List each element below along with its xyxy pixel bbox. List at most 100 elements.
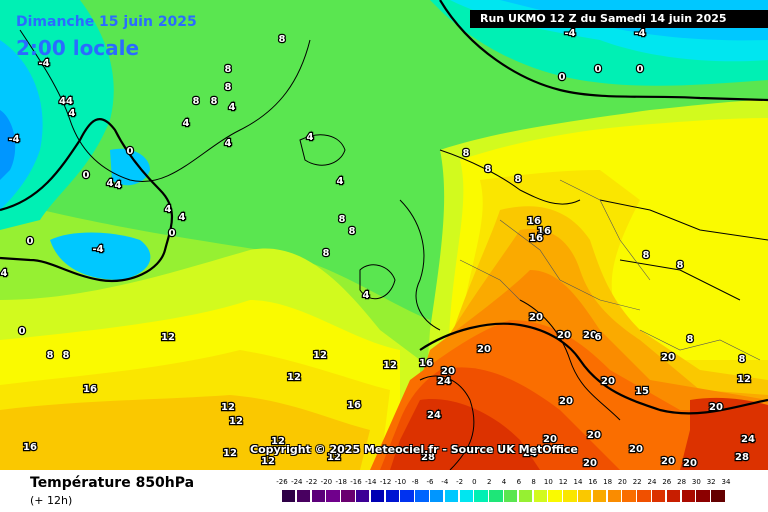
isotherm-label: 4 (363, 290, 370, 301)
isotherm-label: -4 (92, 244, 103, 255)
legend-swatch (518, 490, 533, 502)
legend-swatch (637, 490, 651, 502)
isotherm-label: 4 (225, 138, 232, 149)
isotherm-label: 24 (523, 448, 537, 459)
isotherm-label: 16 (537, 226, 551, 237)
isotherm-label: 4 (229, 102, 236, 113)
legend-swatch (400, 490, 414, 502)
isotherm-label: 44 (59, 96, 73, 107)
isotherm-label: 12 (287, 372, 301, 383)
legend-level: 16 (588, 478, 598, 486)
legend-swatch (711, 490, 725, 502)
legend-level: 8 (531, 478, 536, 486)
isotherm-label: 15 (635, 386, 649, 397)
isotherm-label: 20 (661, 456, 675, 467)
legend-level: -6 (426, 478, 434, 486)
isotherm-label: 8 (687, 334, 694, 345)
isotherm-label: 24 (427, 410, 441, 421)
temp-zone-24 (390, 399, 540, 470)
legend-swatch (681, 490, 695, 502)
legend-swatch (444, 490, 459, 502)
isotherm-label: 20 (583, 458, 597, 469)
temp-zone-24-east (680, 397, 768, 470)
isotherm-label: 4 (179, 212, 186, 223)
isotherm-label: 8 (323, 248, 330, 259)
isotherm-label: 16 (529, 233, 543, 244)
legend-level: 0 (472, 478, 477, 486)
legend-level: 10 (543, 478, 553, 486)
isotherm-label: 12 (261, 456, 275, 467)
legend-swatch (311, 490, 325, 502)
isotherm-label: -4 (38, 58, 49, 69)
forecast-step: (+ 12h) (30, 494, 73, 507)
borders (459, 179, 761, 361)
isotherm-label: 28 (735, 452, 749, 463)
coastlines (19, 29, 768, 470)
legend-swatch (578, 490, 592, 502)
isotherm-label: 4 (165, 204, 172, 215)
isotherm-label: 12 (161, 332, 175, 343)
isotherm-label: 4 (115, 180, 122, 191)
isotherm-label: 8 (193, 96, 200, 107)
legend-level: -12 (379, 478, 392, 486)
legend-level: 6 (516, 478, 522, 486)
temp-zone-minus4-spot (50, 232, 151, 280)
isotherm-label: 4 (337, 176, 344, 187)
legend-level: -4 (441, 478, 449, 486)
isotherm-label: 8 (485, 164, 492, 175)
isotherm-label: 0 (637, 64, 644, 75)
isotherm-label: 20 (559, 396, 573, 407)
isotherm-label: 20 (587, 430, 601, 441)
legend-level: 14 (573, 478, 583, 486)
legend-swatch (696, 490, 710, 502)
isotherm-label: 20 (709, 402, 723, 413)
isotherm-label: 20 (557, 330, 571, 341)
legend-level: 24 (647, 478, 657, 486)
legend-swatch (326, 490, 340, 502)
legend-level: 34 (721, 478, 731, 486)
legend-swatch (282, 490, 296, 502)
isotherm-label: -4 (564, 28, 575, 39)
isotherm-label: 8 (643, 250, 650, 261)
isotherm-label: 8 (279, 34, 286, 45)
isotherm-label: 8 (225, 82, 232, 93)
isotherm-label: 28 (421, 452, 435, 463)
map-title: Température 850hPa (30, 475, 195, 491)
legend-swatch (592, 490, 607, 502)
isotherm-label: 20 (629, 444, 643, 455)
legend-level: -10 (394, 478, 407, 486)
legend-swatch (489, 490, 503, 502)
isotherm-label: 20 (683, 458, 697, 469)
isotherm-label: 12 (221, 402, 235, 413)
legend-level: -14 (365, 478, 377, 486)
isotherm-label: 20 (583, 330, 597, 341)
isotherm-label: 8 (63, 350, 70, 361)
legend-level: -2 (456, 478, 464, 486)
isotherm-label: 12 (737, 374, 751, 385)
legend-swatch (563, 490, 577, 502)
isotherm-0 (0, 0, 768, 283)
copyright-notice: Copyright © 2025 Meteociel.fr - Source U… (250, 443, 578, 456)
isotherm-label: 12 (327, 452, 341, 463)
legend-swatch (296, 490, 311, 502)
legend-level: 22 (632, 478, 642, 486)
isotherm-label: 8 (47, 350, 54, 361)
isotherm-label: -4 (8, 134, 19, 145)
legend-level: 30 (691, 478, 701, 486)
legend-level: 4 (501, 478, 507, 486)
model-run-label: Run UKMO 12 Z du Samedi 14 juin 2025 (470, 10, 768, 28)
isotherm-label: 0 (27, 236, 34, 247)
isotherm-label: 12 (383, 360, 397, 371)
legend-swatch (430, 490, 444, 502)
isotherm-label: 8 (739, 354, 746, 365)
isotherm-label: 16 (527, 216, 541, 227)
isotherm-label: 4 (307, 132, 314, 143)
isotherm-label: 20 (441, 366, 455, 377)
isotherm-label: 12 (313, 350, 327, 361)
isotherm-label: 16 (347, 400, 361, 411)
legend-swatch (341, 490, 355, 502)
isotherm-label: 12 (223, 448, 237, 459)
legend-level: -24 (291, 478, 303, 486)
